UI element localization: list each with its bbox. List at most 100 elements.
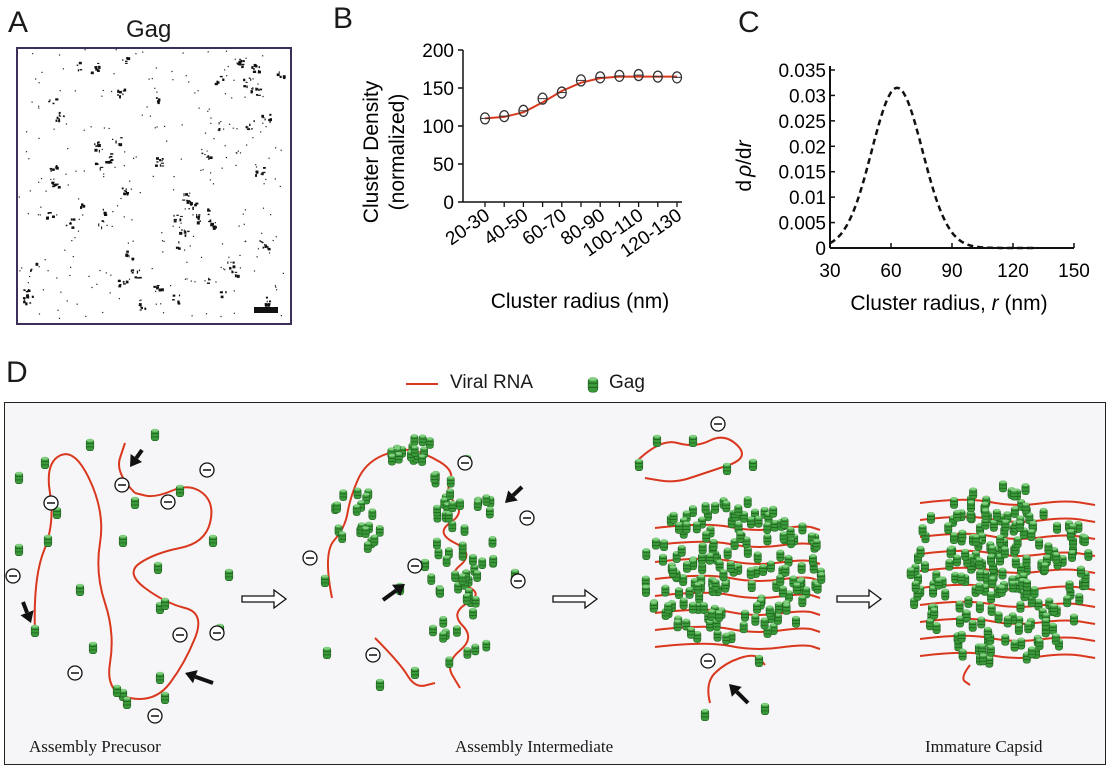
gag-protein: [1075, 592, 1084, 605]
chart-c-xlabel: Cluster radius, r (nm): [850, 292, 1047, 315]
chart-c-ytick-label: 0.015: [778, 163, 826, 184]
gag-protein: [1039, 507, 1048, 520]
gag-protein: [955, 600, 964, 613]
negative-charge-icon: [302, 550, 318, 566]
gag-protein: [946, 546, 955, 559]
gag-protein: [1010, 639, 1019, 652]
gag-protein: [471, 643, 480, 656]
stage-label-capsid: Immature Capsid: [925, 737, 1043, 756]
gag-protein: [685, 586, 694, 599]
gag-protein: [741, 609, 749, 622]
gag-protein: [719, 569, 728, 582]
gag-protein: [453, 625, 461, 637]
gag-protein: [700, 708, 710, 721]
gag-protein: [433, 504, 441, 517]
gag-protein: [1011, 556, 1020, 569]
gag-microscopy-image: [16, 47, 292, 325]
gag-protein: [944, 522, 953, 535]
gag-protein: [363, 541, 372, 553]
gag-protein: [770, 519, 779, 532]
gag-protein: [489, 554, 498, 567]
gag-protein: [410, 445, 419, 457]
gag-protein: [1021, 483, 1030, 495]
gag-protein: [339, 489, 348, 501]
negative-charge-icon: [199, 462, 215, 478]
gag-protein: [769, 505, 778, 518]
gag-protein: [375, 524, 384, 537]
stage-nearly-complete: [634, 416, 883, 721]
gag-protein: [780, 516, 789, 529]
stage-precursor: [5, 428, 288, 724]
gag-protein: [160, 597, 170, 610]
gag-protein: [445, 656, 454, 669]
assembly-schematic: Assembly Precusor Assembly Intermediate …: [4, 402, 1106, 765]
negative-charge-icon: [147, 708, 163, 724]
chart-c-ytick-label: 0.02: [789, 137, 826, 158]
gag-protein: [1048, 622, 1057, 635]
gag-protein: [918, 524, 927, 536]
dashed-curve: [829, 86, 1038, 250]
gag-protein: [707, 609, 716, 622]
gag-protein: [992, 508, 1001, 521]
gag-protein: [782, 602, 791, 615]
data-point: [537, 92, 548, 105]
gag-protein: [682, 618, 691, 631]
gag-protein: [989, 519, 998, 532]
negative-charge-icon: [160, 494, 176, 510]
gag-protein: [983, 626, 992, 639]
chart-b-ytick-label: 100: [422, 117, 454, 138]
chart-c-ytick-label: 0.025: [778, 112, 826, 133]
gag-protein: [721, 580, 730, 593]
gag-protein: [1024, 621, 1033, 634]
chart-c-xtick-label: 90: [941, 261, 962, 282]
viral-rna-strand: [374, 637, 436, 687]
gag-protein: [709, 538, 718, 551]
gag-protein: [722, 462, 732, 475]
gag-protein: [754, 515, 763, 528]
gag-protein: [669, 511, 678, 524]
gag-protein: [781, 564, 790, 577]
gag-protein: [964, 595, 973, 608]
chart-c-xtick-label: 30: [819, 261, 840, 282]
gag-protein: [682, 521, 691, 534]
gag-protein: [208, 534, 218, 547]
gag-protein: [1076, 565, 1085, 578]
gag-protein: [660, 539, 668, 552]
gag-protein: [1035, 537, 1044, 550]
gag-protein: [175, 484, 185, 497]
gag-protein: [688, 558, 697, 571]
legend-gag-label: Gag: [609, 372, 645, 393]
gag-protein: [433, 537, 441, 550]
density-derivative-chart: 0 0.005 0.01 0.015 0.02 0.025 0.03 0.035 30 60 90 1…: [733, 61, 1090, 315]
gag-protein: [478, 557, 487, 569]
gag-protein: [469, 553, 477, 566]
data-point: [575, 74, 587, 87]
gag-protein: [798, 595, 807, 608]
gag-protein: [1015, 520, 1024, 532]
negative-charge-icon: [43, 495, 59, 511]
chart-b-xlabel: Cluster radius (nm): [491, 290, 670, 313]
data-point: [671, 71, 683, 84]
gag-protein: [458, 541, 467, 554]
stage-label-precursor: Assembly Precusor: [29, 737, 161, 756]
gag-protein: [950, 496, 958, 509]
gag-protein: [742, 536, 751, 549]
gag-protein: [1001, 633, 1010, 646]
gag-protein: [1000, 546, 1009, 559]
gag-protein: [1019, 527, 1028, 540]
gag-protein: [941, 588, 950, 601]
gag-protein: [1016, 600, 1025, 613]
gag-protein: [1049, 603, 1058, 616]
gag-protein: [634, 458, 644, 471]
chart-b-xtick-label: 40-50: [480, 205, 532, 250]
gag-protein: [994, 611, 1003, 624]
binding-arrow-icon: [185, 670, 214, 685]
gag-protein: [926, 511, 935, 524]
data-point: [518, 104, 529, 117]
viral-rna-strand: [654, 625, 821, 633]
binding-arrow-icon: [381, 584, 405, 602]
chart-c-ytick-label: 0.035: [778, 61, 826, 82]
gag-protein: [30, 624, 40, 637]
gag-protein: [368, 508, 377, 520]
gag-protein: [587, 377, 599, 393]
